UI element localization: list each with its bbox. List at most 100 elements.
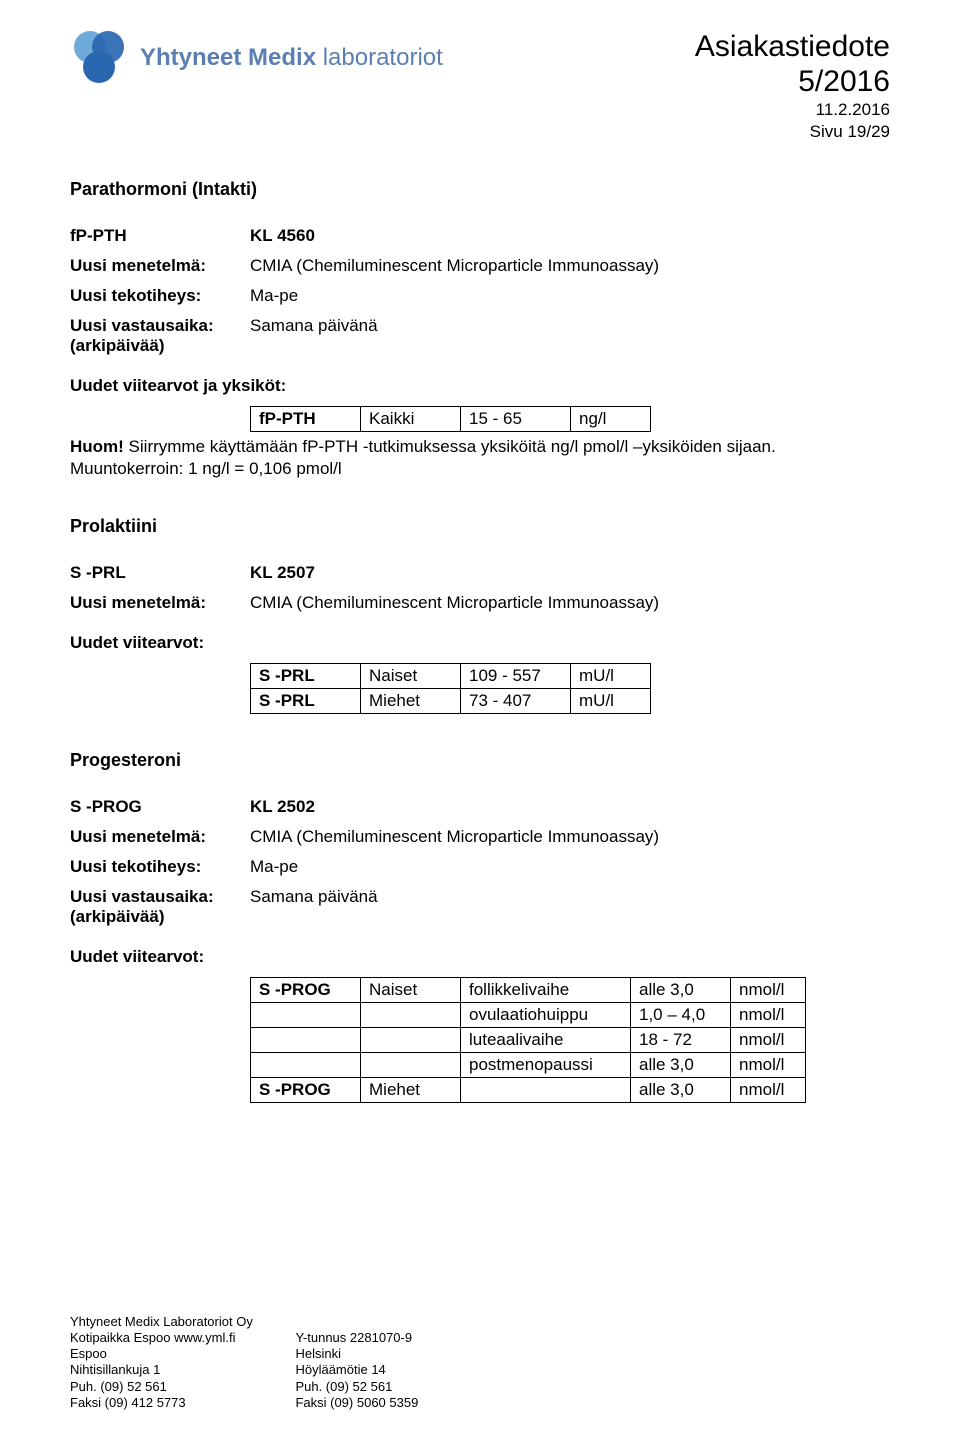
table-cell: mU/l — [571, 664, 651, 689]
doc-issue: 5/2016 — [695, 65, 890, 100]
detail-label: Uusi menetelmä: — [70, 593, 250, 613]
note-paragraph: Huom! Siirrymme käyttämään fP-PTH -tutki… — [70, 436, 890, 480]
detail-label: Uusi menetelmä: — [70, 827, 250, 847]
table-cell — [251, 1028, 361, 1053]
table-row: S -PROGMiehet alle 3,0nmol/l — [251, 1078, 806, 1103]
doc-page: Sivu 19/29 — [695, 121, 890, 143]
table-cell: ovulaatiohuippu — [461, 1003, 631, 1028]
footer-title: Yhtyneet Medix Laboratoriot Oy — [70, 1314, 418, 1330]
code-row: S -PROGKL 2502 — [70, 797, 890, 817]
brand-main: Yhtyneet Medix — [140, 44, 316, 71]
doc-meta: Asiakastiedote 5/2016 11.2.2016 Sivu 19/… — [695, 30, 890, 143]
table-cell: Miehet — [361, 689, 461, 714]
table-cell — [361, 1053, 461, 1078]
table-cell: mU/l — [571, 689, 651, 714]
detail-value: CMIA (Chemiluminescent Microparticle Imm… — [250, 256, 890, 276]
content-body: Parathormoni (Intakti)fP-PTHKL 4560Uusi … — [70, 179, 890, 1103]
table-cell: alle 3,0 — [631, 1053, 731, 1078]
code-value: KL 4560 — [250, 226, 315, 246]
detail-label: Uusi vastausaika: (arkipäivää) — [70, 887, 250, 927]
code-label: S -PROG — [70, 797, 250, 817]
detail-value: Ma-pe — [250, 857, 890, 877]
detail-label: Uusi menetelmä: — [70, 256, 250, 276]
brand-block: Yhtyneet Medix laboratoriot — [70, 30, 443, 85]
table-row: S -PROGNaisetfollikkelivaihealle 3,0nmol… — [251, 978, 806, 1003]
table-cell: alle 3,0 — [631, 1078, 731, 1103]
subhead: Uudet viitearvot: — [70, 633, 890, 653]
table-cell: S -PROG — [251, 978, 361, 1003]
code-label: S -PRL — [70, 563, 250, 583]
table-cell: 109 - 557 — [461, 664, 571, 689]
table-cell: 1,0 – 4,0 — [631, 1003, 731, 1028]
footer-columns: Kotipaikka Espoo www.yml.fi Espoo Nihtis… — [70, 1330, 418, 1411]
table-row: luteaalivaihe18 - 72nmol/l — [251, 1028, 806, 1053]
table-row: postmenopaussialle 3,0nmol/l — [251, 1053, 806, 1078]
code-row: S -PRLKL 2507 — [70, 563, 890, 583]
table-cell: Kaikki — [361, 407, 461, 432]
table-cell: nmol/l — [731, 1078, 806, 1103]
section-title: Prolaktiini — [70, 516, 890, 537]
document-page: Yhtyneet Medix laboratoriot Asiakastiedo… — [0, 0, 960, 1431]
reference-table: fP-PTHKaikki15 - 65ng/l — [250, 406, 651, 432]
detail-value: Samana päivänä — [250, 887, 890, 927]
table-row: ovulaatiohuippu1,0 – 4,0nmol/l — [251, 1003, 806, 1028]
table-cell: S -PRL — [251, 689, 361, 714]
brand-text: Yhtyneet Medix laboratoriot — [140, 44, 443, 72]
code-label: fP-PTH — [70, 226, 250, 246]
section-title: Parathormoni (Intakti) — [70, 179, 890, 200]
detail-row: Uusi menetelmä:CMIA (Chemiluminescent Mi… — [70, 827, 890, 847]
table-cell: Naiset — [361, 978, 461, 1003]
table-cell: Miehet — [361, 1078, 461, 1103]
code-value: KL 2507 — [250, 563, 315, 583]
table-cell: fP-PTH — [251, 407, 361, 432]
reference-table: S -PROGNaisetfollikkelivaihealle 3,0nmol… — [250, 977, 806, 1103]
table-cell: S -PRL — [251, 664, 361, 689]
table-cell: nmol/l — [731, 1003, 806, 1028]
table-cell: ng/l — [571, 407, 651, 432]
table-cell: postmenopaussi — [461, 1053, 631, 1078]
detail-value: CMIA (Chemiluminescent Microparticle Imm… — [250, 827, 890, 847]
detail-row: Uusi menetelmä: CMIA (Chemiluminescent M… — [70, 593, 890, 613]
table-cell: alle 3,0 — [631, 978, 731, 1003]
page-header: Yhtyneet Medix laboratoriot Asiakastiedo… — [70, 30, 890, 143]
subhead: Uudet viitearvot ja yksiköt: — [70, 376, 890, 396]
footer-col-2: Y-tunnus 2281070-9 Helsinki Höyläämötie … — [295, 1330, 418, 1411]
code-row: fP-PTHKL 4560 — [70, 226, 890, 246]
table-cell — [361, 1028, 461, 1053]
detail-value: Ma-pe — [250, 286, 890, 306]
detail-value: CMIA (Chemiluminescent Microparticle Imm… — [250, 593, 890, 613]
table-cell: nmol/l — [731, 978, 806, 1003]
table-cell: nmol/l — [731, 1053, 806, 1078]
table-cell: 18 - 72 — [631, 1028, 731, 1053]
reference-table: S -PRLNaiset109 - 557mU/lS -PRLMiehet73 … — [250, 663, 651, 714]
table-cell: Naiset — [361, 664, 461, 689]
note-body: Siirrymme käyttämään fP-PTH -tutkimukses… — [70, 437, 776, 478]
table-cell: follikkelivaihe — [461, 978, 631, 1003]
table-row: fP-PTHKaikki15 - 65ng/l — [251, 407, 651, 432]
table-cell — [461, 1078, 631, 1103]
table-cell — [251, 1053, 361, 1078]
doc-date: 11.2.2016 — [695, 99, 890, 121]
detail-label: Uusi tekotiheys: — [70, 857, 250, 877]
note-prefix: Huom! — [70, 437, 124, 456]
detail-value: Samana päivänä — [250, 316, 890, 356]
footer-col-1: Kotipaikka Espoo www.yml.fi Espoo Nihtis… — [70, 1330, 235, 1411]
table-cell: 73 - 407 — [461, 689, 571, 714]
table-cell — [361, 1003, 461, 1028]
table-row: S -PRLMiehet73 - 407mU/l — [251, 689, 651, 714]
doc-title: Asiakastiedote — [695, 30, 890, 65]
detail-row: Uusi tekotiheys:Ma-pe — [70, 857, 890, 877]
table-cell: S -PROG — [251, 1078, 361, 1103]
table-cell: 15 - 65 — [461, 407, 571, 432]
table-cell: luteaalivaihe — [461, 1028, 631, 1053]
subhead: Uudet viitearvot: — [70, 947, 890, 967]
table-row: S -PRLNaiset109 - 557mU/l — [251, 664, 651, 689]
table-cell — [251, 1003, 361, 1028]
logo-icon — [70, 30, 130, 85]
brand-suffix: laboratoriot — [323, 44, 443, 71]
section-title: Progesteroni — [70, 750, 890, 771]
code-value: KL 2502 — [250, 797, 315, 817]
detail-label: Uusi vastausaika: (arkipäivää) — [70, 316, 250, 356]
detail-label: Uusi tekotiheys: — [70, 286, 250, 306]
detail-row: Uusi vastausaika: (arkipäivää)Samana päi… — [70, 887, 890, 927]
